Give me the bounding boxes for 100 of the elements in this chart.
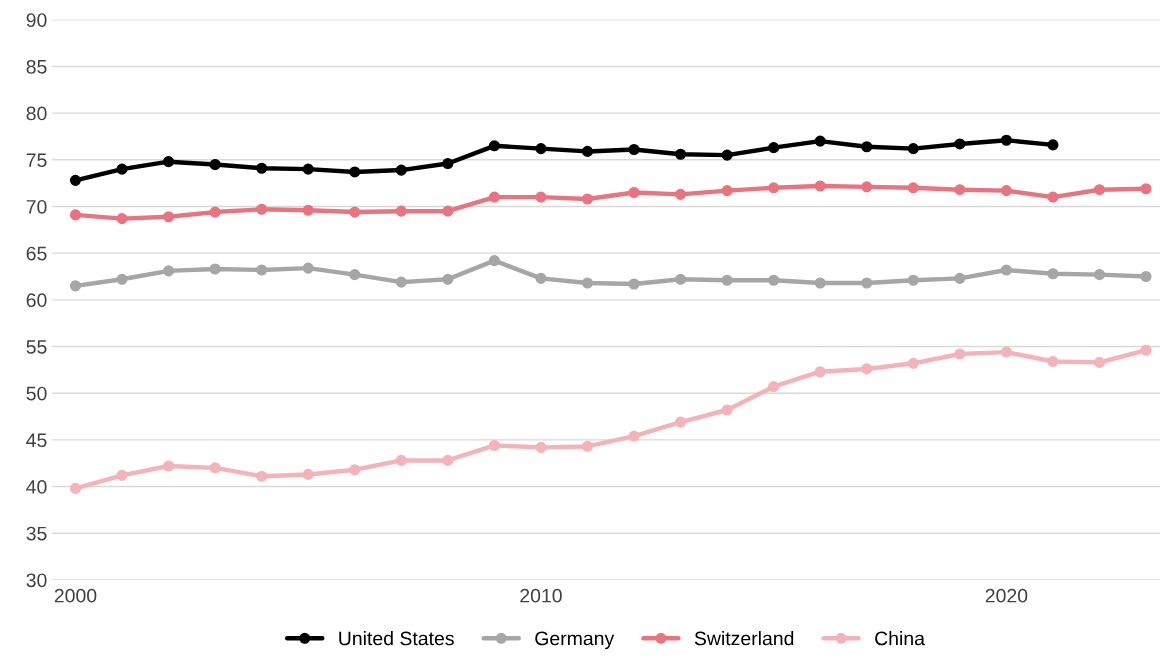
point — [1093, 184, 1106, 196]
point — [209, 263, 221, 275]
point — [1000, 134, 1012, 146]
point — [1047, 268, 1059, 280]
point — [675, 416, 687, 428]
point — [721, 404, 733, 416]
point — [1047, 355, 1059, 368]
point — [116, 213, 128, 225]
point — [116, 273, 128, 285]
point — [1047, 139, 1059, 151]
point — [209, 462, 221, 474]
y-tick-label: 55 — [26, 340, 47, 354]
point — [209, 158, 221, 171]
point — [1140, 270, 1152, 283]
point — [768, 182, 780, 194]
point — [1047, 191, 1059, 203]
point — [861, 363, 873, 375]
y-tick-label: 35 — [26, 526, 47, 541]
point — [349, 269, 361, 281]
point — [768, 274, 780, 286]
point — [395, 164, 407, 176]
point — [69, 209, 82, 221]
point — [395, 454, 407, 466]
point — [442, 273, 454, 285]
y-tick-label: 50 — [26, 386, 47, 401]
y-tick-label: 85 — [26, 59, 47, 74]
point — [442, 454, 454, 466]
point — [69, 280, 82, 292]
point — [535, 143, 547, 155]
point — [488, 140, 500, 152]
point — [535, 272, 547, 284]
point — [1140, 183, 1152, 195]
point — [163, 211, 175, 223]
point — [302, 163, 314, 175]
point — [721, 274, 733, 286]
point — [861, 181, 873, 193]
point — [535, 441, 547, 453]
x-tick-label: 2010 — [520, 588, 562, 603]
x-tick-label: 2000 — [54, 588, 97, 603]
point — [349, 166, 361, 178]
y-tick-label: 40 — [26, 480, 47, 494]
point — [116, 469, 128, 481]
y-tick-label: 75 — [26, 153, 47, 168]
point — [907, 357, 919, 369]
point — [581, 145, 594, 157]
point — [628, 143, 640, 156]
legend-label: Switzerland — [694, 631, 794, 646]
legend-label: Germany — [535, 631, 615, 650]
point — [349, 464, 361, 476]
point — [861, 141, 873, 153]
point — [256, 162, 268, 174]
point — [907, 143, 919, 155]
point — [1093, 356, 1106, 368]
point — [814, 135, 826, 147]
point — [814, 366, 826, 378]
point — [954, 348, 966, 360]
point — [675, 148, 687, 160]
y-tick-label: 70 — [26, 199, 47, 214]
point — [69, 482, 82, 494]
point — [163, 156, 175, 168]
point — [163, 460, 175, 472]
point — [488, 439, 500, 452]
y-tick-label: 65 — [26, 246, 47, 261]
point — [721, 149, 733, 161]
point — [954, 138, 966, 150]
point — [163, 265, 175, 277]
point — [69, 174, 82, 186]
point — [395, 205, 407, 217]
point — [954, 272, 966, 284]
point — [768, 381, 780, 393]
point — [395, 276, 407, 288]
point — [675, 273, 687, 285]
point — [907, 182, 919, 194]
point — [1000, 264, 1012, 276]
point — [116, 163, 128, 175]
legend-label: United States — [339, 631, 454, 646]
point — [256, 264, 268, 276]
point — [1000, 346, 1012, 358]
point — [442, 157, 454, 170]
point — [581, 193, 594, 205]
point — [954, 184, 966, 196]
x-tick-label: 2020 — [985, 588, 1028, 603]
point — [302, 262, 314, 274]
point — [907, 274, 919, 286]
y-tick-label: 60 — [26, 293, 47, 308]
point — [302, 204, 314, 216]
y-tick-label: 90 — [26, 13, 47, 28]
point — [581, 277, 594, 289]
point — [675, 188, 687, 200]
point — [349, 206, 361, 218]
point — [302, 468, 314, 480]
point — [535, 191, 547, 203]
point — [628, 186, 640, 199]
point — [861, 277, 873, 289]
point — [1140, 344, 1152, 356]
point — [1000, 185, 1012, 197]
point — [442, 205, 454, 217]
point — [814, 277, 826, 289]
point — [488, 255, 500, 267]
legend-label: China — [875, 631, 925, 646]
